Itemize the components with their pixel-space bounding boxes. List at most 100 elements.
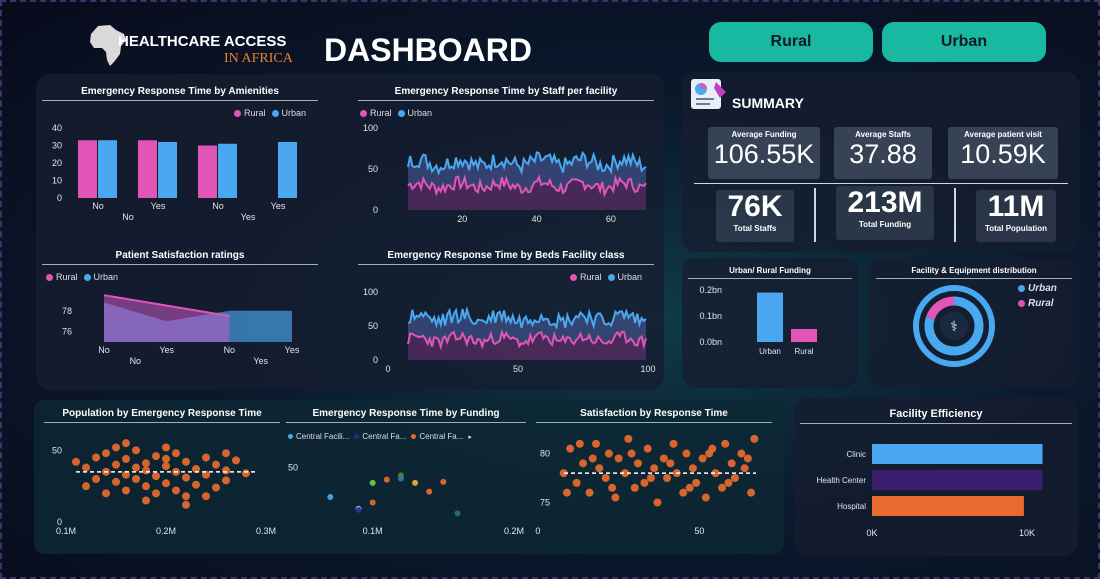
x-tick-label: No [212, 201, 224, 211]
x-tick-label: Yes [271, 201, 286, 211]
y-tick-label: 0 [57, 517, 62, 527]
scatter-point [727, 459, 736, 468]
scatter-point [102, 489, 110, 498]
summary-title: SUMMARY [732, 95, 804, 111]
y-tick-label: 40 [52, 123, 62, 133]
amenities-chart: 0 10 20 30 40 No Yes No Yes No Yes [52, 123, 297, 222]
scatter-point [162, 479, 170, 488]
scatter-point [604, 449, 613, 458]
outer-ring [913, 285, 995, 367]
scatter-point [640, 478, 649, 487]
scatter-point [222, 449, 230, 458]
scatter-point [601, 474, 610, 482]
scatter-point [711, 469, 720, 478]
scatter-point [646, 474, 655, 482]
scatter-point [559, 469, 568, 478]
bar-urban [218, 143, 237, 198]
y-tick-label: 80 [540, 449, 550, 459]
y-tick-label: 0.1bn [699, 311, 722, 321]
total-label: Total Population [984, 224, 1048, 233]
bar-urban [98, 140, 117, 198]
beds-legend: Rural Urban [570, 272, 642, 282]
y-tick-label: 0.0bn [699, 337, 722, 347]
x-tick-label: 0 [535, 526, 540, 536]
scatter-point [643, 444, 652, 453]
donut-slice-urban [924, 296, 984, 356]
scatter-point [688, 464, 697, 473]
series-area-rural [104, 295, 230, 342]
staff-legend: Rural Urban [360, 108, 432, 118]
scatter-point [92, 453, 100, 462]
scatter-point [182, 500, 190, 509]
scatter-point [172, 449, 180, 458]
y-tick-label: 100 [363, 287, 378, 297]
total-staffs: 76K Total Staffs [716, 190, 794, 242]
scatter-point [82, 482, 90, 491]
total-value: 213M [847, 186, 923, 219]
donut-center [940, 312, 968, 340]
scatter-point [440, 478, 447, 485]
legend-urban: Urban [271, 108, 306, 118]
scatter-point [202, 453, 210, 462]
scatter-point [369, 499, 376, 506]
x-tick-label: Yes [285, 345, 300, 355]
bar-hospital [872, 496, 1024, 516]
band-area [408, 152, 646, 195]
y-tick-label: 50 [368, 321, 378, 331]
page-title: DASHBOARD [324, 32, 532, 68]
total-value: 76K [727, 190, 783, 223]
scatter-point [566, 444, 575, 453]
scatter-point [222, 466, 230, 475]
scatter-point [112, 477, 120, 486]
series-line-rural [407, 173, 647, 198]
legend-rural: Rural [46, 272, 78, 282]
scatter-point [454, 510, 461, 517]
total-label: Total Staffs [733, 224, 777, 233]
legend-next-icon[interactable]: ▸ [468, 433, 472, 441]
scatter-point [630, 483, 639, 492]
scatter-point [132, 475, 140, 483]
series-line-rural [407, 329, 647, 351]
x-tick-label: Yes [151, 201, 166, 211]
scatter-point [162, 443, 170, 452]
scatter-point [562, 488, 571, 497]
kpi-value: 37.88 [849, 139, 917, 169]
summary-icon [691, 79, 726, 109]
bar-urban [158, 142, 177, 198]
scatter-point [747, 488, 756, 497]
distribution-chart: ⚕ [913, 285, 995, 367]
scatter-point [172, 486, 180, 495]
scatter-point [355, 507, 362, 514]
x-subcategory-label: No [130, 356, 142, 366]
y-tick-label: 50 [368, 164, 378, 174]
scatter-point [192, 464, 200, 473]
kpi-label: Average Staffs [855, 130, 911, 139]
scatter-point [663, 474, 672, 482]
scatter-point [572, 478, 581, 487]
x-tick-label: No [98, 345, 110, 355]
scatter-point [122, 454, 130, 463]
scatter-point [122, 439, 130, 448]
y-tick-label: 0 [57, 193, 62, 203]
scatter-point [579, 459, 588, 468]
africa-map-icon [90, 25, 126, 66]
scatter-point [701, 493, 710, 502]
kpi-value: 106.55K [713, 139, 815, 169]
x-tick-label: 0.1M [56, 526, 76, 536]
funding-chart: 0.0bn 0.1bn 0.2bn Urban Rural [699, 285, 817, 356]
x-subcategory-label: Yes [253, 356, 268, 366]
scatter-point [669, 439, 678, 448]
x-tick-label: Rural [794, 347, 813, 356]
rural-area [408, 176, 646, 210]
distribution-chart-title: Facility & Equipment distribution [911, 266, 1037, 275]
rural-button[interactable]: Rural [709, 22, 873, 62]
legend-rural: Rural [570, 272, 602, 282]
funding-scatter-title: Emergency Response Time by Funding [312, 408, 500, 419]
y-tick-label: 10 [52, 176, 62, 186]
scatter-point [202, 492, 210, 501]
scatter-point [232, 456, 240, 465]
urban-button[interactable]: Urban [882, 22, 1046, 62]
x-tick-label: 20 [457, 214, 467, 224]
scatter-point [698, 454, 707, 463]
scatter-point [152, 472, 160, 481]
